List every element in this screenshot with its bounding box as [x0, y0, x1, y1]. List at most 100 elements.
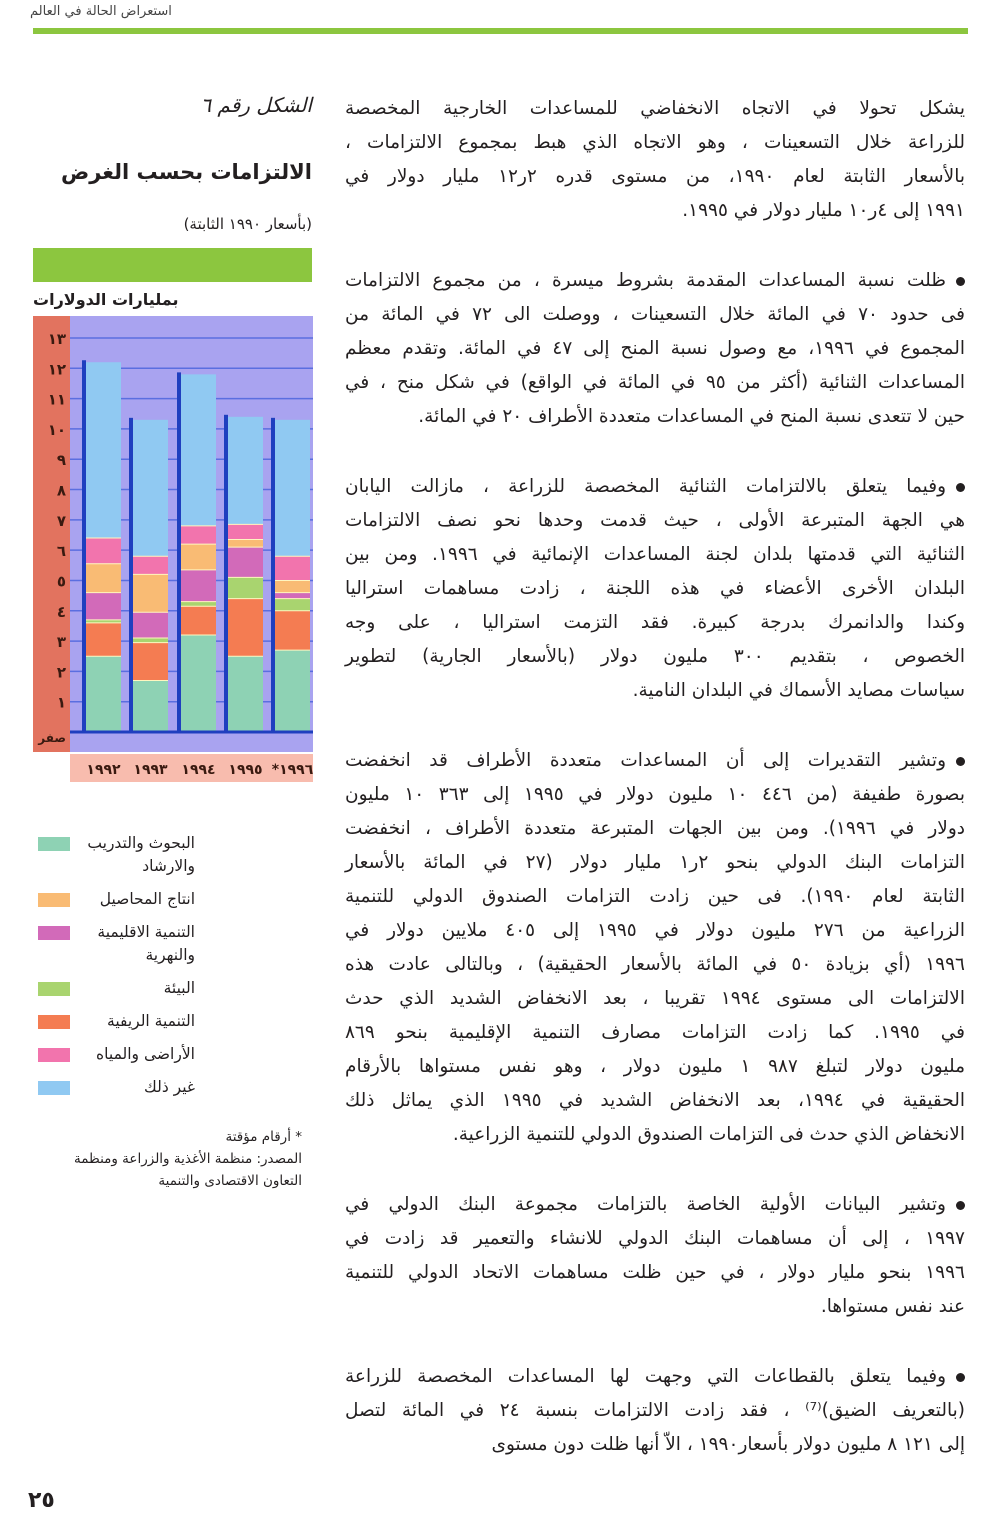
bar-segment — [177, 374, 216, 526]
text-line: وتشير التقديرات إلى أن المساعدات متعددة … — [345, 744, 965, 778]
text-line: فى حدود ٧٠ في المائة خلال التسعينات ، وو… — [345, 304, 966, 325]
bar-segment — [224, 416, 263, 525]
text-line: مليون دولار لتبلغ ٩٨٧ ١ مليون دولار ، وه… — [345, 1056, 965, 1077]
figure-band — [33, 248, 312, 282]
legend-item: الأراضى والمياه — [28, 1043, 228, 1066]
bar-segment — [129, 419, 168, 557]
legend-item: التنمية الريفية — [28, 1010, 228, 1033]
figure-title: الالتزامات بحسب الغرض — [60, 160, 312, 184]
figure-number: الشكل رقم ٦ — [200, 93, 312, 117]
bar-segment — [271, 598, 310, 611]
paragraph: وتشير البيانات الأولية الخاصة بالتزامات … — [345, 1188, 965, 1324]
text-line: الانخفاض الذي حدث فى التزامات الصندوق ال… — [452, 1124, 965, 1145]
bar-segment — [82, 592, 121, 620]
text-line: الثابتة لعام ١٩٩٠). فى حين زادت التزامات… — [345, 886, 965, 907]
bullet-icon — [956, 756, 965, 766]
text-line: وكندا والدانمرك بدرجة كبيرة. فقد التزمت … — [345, 612, 965, 633]
paragraph: وفيما يتعلق بالالتزامات الثنائية المخصصة… — [345, 470, 965, 708]
text-line: هي الجهة المتبرعة الأولى ، حيث قدمت وحده… — [345, 510, 965, 531]
bar-post — [224, 414, 228, 732]
text-line: إلى ١٢١ ٨ مليون دولار بأسعار١٩٩٠ ، الاّ … — [491, 1434, 965, 1455]
legend-item: البحوث والتدريب والارشاد — [28, 832, 228, 878]
text-line: للزراعة خلال التسعينات ، وهو الاتجاه الذ… — [345, 132, 965, 153]
x-tick-label: ١٩٩٥ — [228, 762, 262, 778]
text-line: ظلت نسبة المساعدات المقدمة بشروط ميسرة ،… — [345, 264, 965, 298]
bullet-icon — [956, 482, 965, 492]
text-line: وتشير البيانات الأولية الخاصة بالتزامات … — [345, 1188, 965, 1222]
bar-segment — [271, 650, 310, 732]
text-line: البلدان الأخرى الأعضاء في هذه اللجنة ، ز… — [345, 578, 965, 599]
text-line: حين لا تتعدى نسبة المنح في المساعدات متع… — [418, 406, 965, 427]
bar-segment — [177, 525, 216, 545]
legend-label: الأراضى والمياه — [96, 1045, 195, 1063]
y-tick-label: ٨ — [57, 482, 66, 500]
source-note: المصدر: منظمة الأغذية والزراعة ومنظمة — [73, 1151, 302, 1167]
bar-segment — [177, 569, 216, 602]
text-line: يشكل تحولا في الاتجاه الانخفاضي للمساعدا… — [345, 98, 965, 119]
bar-segment — [177, 635, 216, 732]
text-line: الزراعية من ٢٧٦ مليون دولار في ١٩٩٥ إلى … — [345, 920, 965, 941]
y-tick-label: ١١ — [48, 391, 66, 409]
bar-segment — [129, 556, 168, 575]
paragraph: وتشير التقديرات إلى أن المساعدات متعددة … — [345, 744, 965, 1152]
y-tick-label: ٥ — [57, 572, 66, 590]
bullet-icon — [956, 1200, 965, 1210]
text-line: عند نفس مستواها. — [820, 1296, 965, 1317]
x-tick-label: ١٩٩٤ — [181, 762, 215, 778]
legend-label: البيئة — [163, 979, 195, 997]
bar-segment — [271, 580, 310, 593]
bar-segment — [224, 547, 263, 578]
bar-segment — [271, 419, 310, 557]
y-tick-label: ٢ — [57, 663, 66, 681]
legend-item: البيئة — [28, 977, 228, 1000]
legend-swatch — [38, 893, 70, 907]
y-tick-label: ٦ — [57, 542, 66, 560]
y-tick-label: ٩ — [57, 451, 66, 469]
bullet-icon — [956, 1372, 965, 1382]
legend-label: انتاج المحاصيل — [99, 890, 195, 908]
running-title: استعراض الحالة في العالم — [30, 4, 172, 19]
y-tick-label: ١٠ — [48, 421, 66, 439]
text-line: وفيما يتعلق بالقطاعات التي وجهت لها المس… — [345, 1360, 965, 1394]
legend-label: غير ذلك — [144, 1078, 195, 1096]
legend-label: التنمية الاقليمية والنهرية — [97, 923, 195, 964]
provisional-note: * أرقام مؤقتة — [225, 1129, 303, 1145]
top-rule — [33, 28, 968, 34]
legend-swatch — [38, 926, 70, 940]
y-tick-label: ١٢ — [48, 360, 66, 378]
bar-segment — [82, 622, 121, 657]
text-line: المجموع في ١٩٩٦، مع وصول نسبة المنح إلى … — [345, 338, 965, 359]
y-axis-strip — [33, 316, 70, 752]
bar-segment — [271, 556, 310, 581]
paragraph: وفيما يتعلق بالقطاعات التي وجهت لها المس… — [345, 1360, 965, 1462]
text-line: الالتزامات الى مستوى ١٩٩٤ تقريبا ، بعد ا… — [345, 988, 966, 1009]
legend-item: غير ذلك — [28, 1076, 228, 1099]
legend-swatch — [38, 837, 70, 851]
bar-segment — [82, 538, 121, 564]
body-text: يشكل تحولا في الاتجاه الانخفاضي للمساعدا… — [345, 92, 965, 1498]
paragraph: يشكل تحولا في الاتجاه الانخفاضي للمساعدا… — [345, 92, 965, 228]
text-line: التزامات البنك الدولي بنحو ٢ر١ مليار دول… — [345, 852, 965, 873]
x-axis-strip — [70, 754, 313, 782]
text-line: بصورة طفيفة (من ٤٤٦ ١٠ مليون دولار في ١٩… — [345, 784, 965, 805]
legend-item: التنمية الاقليمية والنهرية — [28, 921, 228, 967]
page-number: ٢٥ — [28, 1488, 55, 1513]
legend-swatch — [38, 1081, 70, 1095]
legend-swatch — [38, 982, 70, 996]
bar-post — [129, 417, 133, 732]
bar-post — [82, 360, 86, 732]
text-line: ١٩٩٦ بنحو مليار دولار ، في حين ظلت مساهم… — [345, 1262, 965, 1283]
text-line: الحقيقية في ١٩٩٤، بعد الانخفاض الشديد في… — [345, 1090, 966, 1111]
text-line: سياسات مصايد الأسماك في البلدان النامية. — [632, 680, 965, 701]
text-line: الخصوص ، بتقديم ٣٠٠ مليون دولار (بالأسعا… — [345, 646, 965, 667]
y-tick-label: ٣ — [57, 633, 66, 651]
bar-segment — [129, 574, 168, 613]
text-line: في ١٩٩٥. كما زادت التزامات مصارف التنمية… — [345, 1022, 965, 1043]
legend-label: البحوث والتدريب والارشاد — [87, 834, 195, 875]
y-tick-label: ١٣ — [48, 330, 66, 348]
bar-segment — [129, 638, 168, 643]
x-tick-label: ١٩٩٣ — [133, 762, 168, 778]
bullet-icon — [956, 276, 965, 286]
legend-item: انتاج المحاصيل — [28, 888, 228, 911]
text-line: ١٩٩٧ ، إلى أن مساهمات البنك الدولي للانش… — [345, 1228, 965, 1249]
